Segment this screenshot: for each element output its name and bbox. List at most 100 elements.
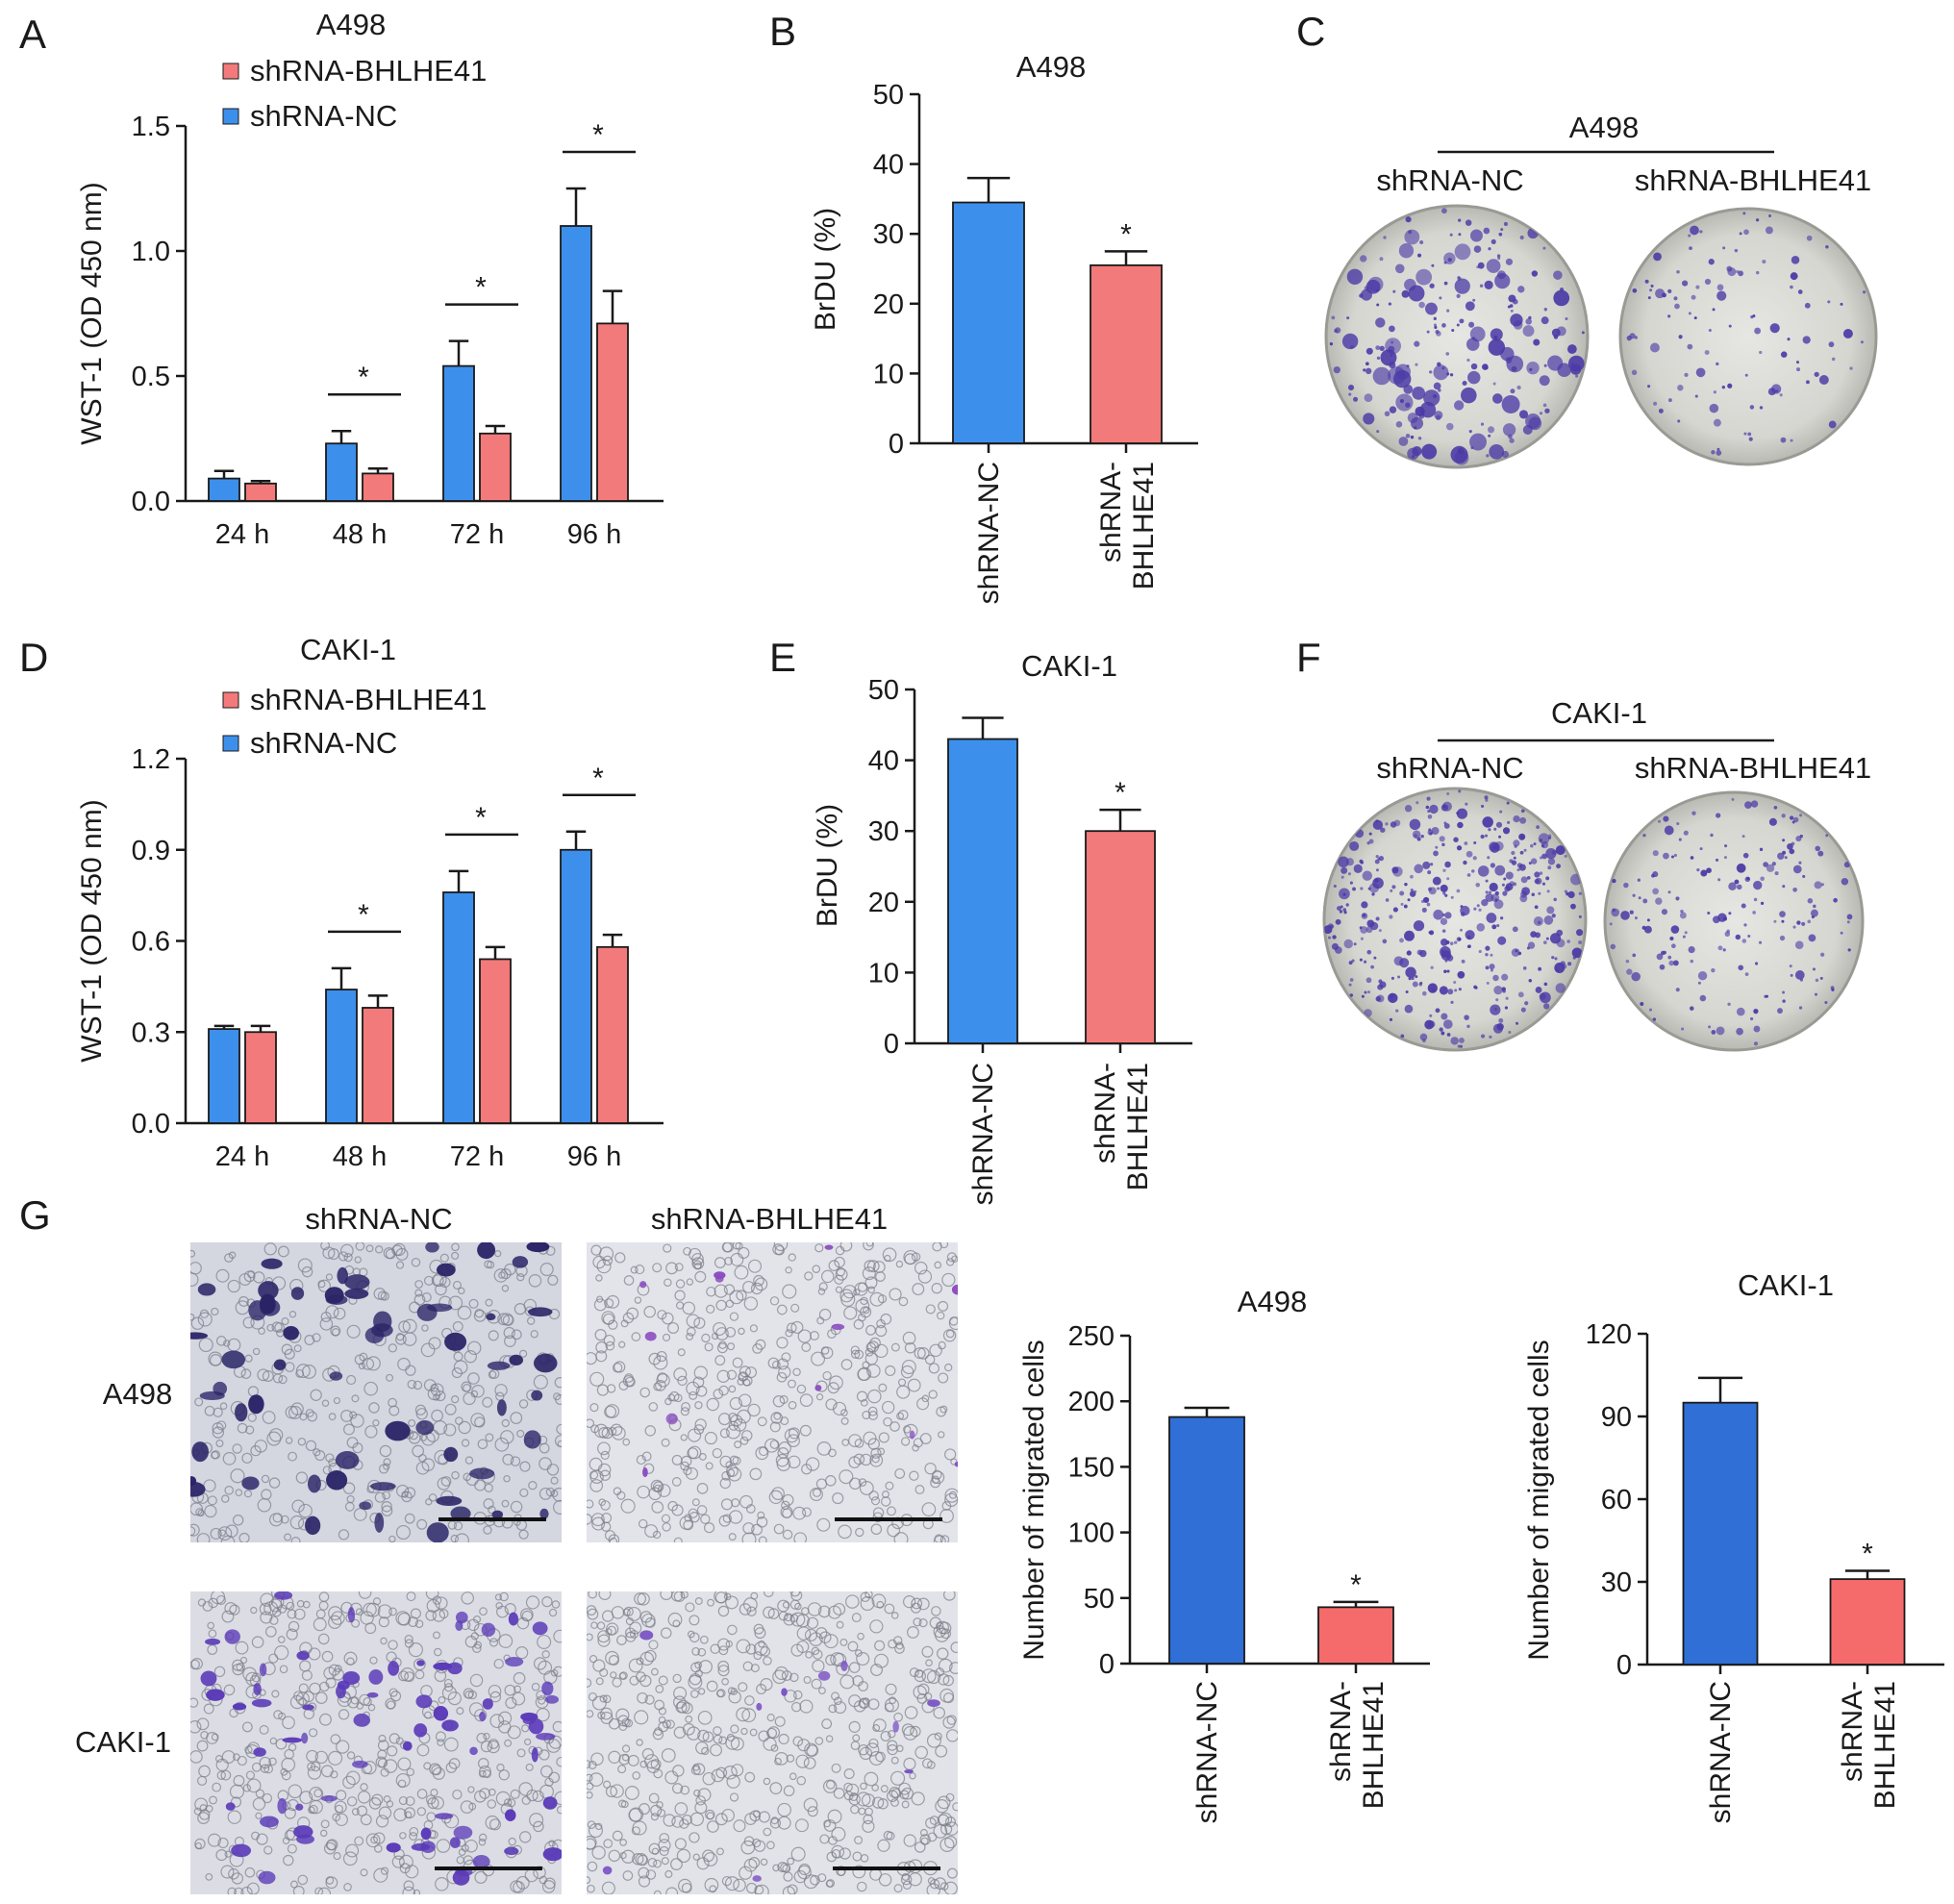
y-tick-label-e: 0 bbox=[884, 1029, 899, 1060]
colony-dots-c-bh bbox=[1626, 212, 1866, 456]
sig-star: * bbox=[592, 119, 604, 151]
x-tick-label-e: shRNA-NC bbox=[967, 1063, 999, 1205]
bar-bhlhe41 bbox=[1317, 1606, 1394, 1665]
sig-star: * bbox=[1115, 777, 1126, 809]
sig-star: * bbox=[1862, 1539, 1873, 1570]
bar-bhlhe41 bbox=[1829, 1578, 1906, 1666]
bar-bhlhe41 bbox=[596, 945, 629, 1124]
x-tick-label-d: 48 h bbox=[333, 1141, 387, 1172]
bar-nc bbox=[442, 891, 475, 1124]
y-axis-label-b: BrDU (%) bbox=[810, 208, 841, 331]
colony-dots-f-nc bbox=[1324, 789, 1584, 1048]
bar-nc bbox=[325, 989, 358, 1124]
y-axis-label-g2: Number of migrated cells bbox=[1523, 1340, 1555, 1660]
x-tick-label-e: shRNA-BHLHE41 bbox=[1090, 1063, 1154, 1190]
bar-bhlhe41 bbox=[1090, 263, 1163, 444]
bar-bhlhe41 bbox=[244, 1031, 277, 1124]
chart-title-e: CAKI-1 bbox=[1021, 649, 1117, 683]
migration-col-label-bh: shRNA-BHLHE41 bbox=[651, 1202, 888, 1236]
bar-nc bbox=[1168, 1415, 1245, 1665]
colony-plate-c-bh bbox=[1618, 207, 1878, 466]
sig-star: * bbox=[475, 272, 487, 304]
y-axis-label-g1: Number of migrated cells bbox=[1018, 1340, 1050, 1660]
colony-plate-f-bh bbox=[1603, 790, 1865, 1052]
bar-bhlhe41 bbox=[244, 482, 277, 502]
cells-caki1-bh bbox=[587, 1591, 958, 1894]
colony-c-label-bh: shRNA-BHLHE41 bbox=[1635, 163, 1871, 197]
colony-f-label-nc: shRNA-NC bbox=[1376, 751, 1523, 785]
bar-nc bbox=[208, 1028, 240, 1124]
chart-a-wst1-a498: 0.0 0.5 1.0 1.5 A498 WST-1 (OD 450 nm) 24 h 48 … bbox=[76, 8, 664, 550]
y-tick-label-g2: 60 bbox=[1601, 1485, 1632, 1516]
y-tick-label-a: 1.5 bbox=[132, 112, 170, 142]
chart-title-g2: CAKI-1 bbox=[1738, 1268, 1834, 1302]
migration-images: shRNA-NC shRNA-BHLHE41 A498 CAKI-1 bbox=[75, 1202, 958, 1894]
x-tick-label-d: 24 h bbox=[215, 1141, 269, 1172]
chart-d-wst1-caki1: 0.0 0.3 0.6 0.9 1.2 CAKI-1 WST-1 (OD 450 nm) 24… bbox=[76, 633, 664, 1172]
bar-bhlhe41 bbox=[479, 432, 512, 502]
y-tick-label-a: 0.0 bbox=[132, 487, 170, 517]
y-tick-label-g1: 100 bbox=[1068, 1518, 1115, 1549]
legend-swatch bbox=[222, 735, 239, 752]
chart-e-brdu-caki1: 0 10 20 30 40 50 CAKI-1 BrDU (%) shRNA-NC shRNA-B… bbox=[812, 649, 1192, 1205]
y-axis-label-e: BrDU (%) bbox=[812, 804, 843, 927]
sig-star: * bbox=[358, 899, 369, 931]
x-tick-label-b: shRNA-BHLHE41 bbox=[1095, 462, 1160, 589]
cells-a498-bh bbox=[587, 1242, 958, 1542]
sig-star: * bbox=[475, 802, 487, 834]
y-axis-label-a: WST-1 (OD 450 nm) bbox=[76, 182, 108, 444]
bar-nc bbox=[560, 225, 592, 502]
panel-label-d: D bbox=[19, 635, 48, 680]
y-tick-label-e: 10 bbox=[868, 958, 899, 989]
y-tick-label-d: 0.0 bbox=[132, 1109, 170, 1140]
y-tick-label-g1: 50 bbox=[1084, 1584, 1115, 1615]
x-tick-label-d: 96 h bbox=[567, 1141, 621, 1172]
y-tick-label-e: 40 bbox=[868, 746, 899, 777]
sig-star: * bbox=[592, 763, 604, 794]
panel-label-a: A bbox=[19, 12, 46, 57]
colony-panel-c: A498 shRNA-NC shRNA-BHLHE41 bbox=[1324, 111, 1878, 469]
y-tick-label-b: 30 bbox=[873, 219, 904, 250]
x-tick-label-g2: shRNA-NC bbox=[1705, 1681, 1737, 1823]
sig-star: * bbox=[1120, 218, 1132, 250]
legend-label: shRNA-BHLHE41 bbox=[250, 683, 487, 716]
colony-plate-c-nc bbox=[1324, 204, 1590, 469]
legend-label: shRNA-NC bbox=[250, 726, 397, 760]
chart-title-a: A498 bbox=[316, 8, 386, 41]
colony-c-label-nc: shRNA-NC bbox=[1376, 163, 1523, 197]
panel-label-g: G bbox=[19, 1192, 51, 1238]
chart-g-migration-a498: 0 50 100 150 200 250 A498 Number of migrated ce… bbox=[1018, 1285, 1430, 1823]
sig-star: * bbox=[1350, 1569, 1362, 1601]
bar-bhlhe41 bbox=[479, 958, 512, 1124]
y-tick-label-b: 10 bbox=[873, 359, 904, 389]
panel-label-c: C bbox=[1296, 9, 1325, 54]
bar-nc bbox=[325, 442, 358, 502]
chart-g-migration-caki1: 0 30 60 90 120 CAKI-1 Number of migrated cells… bbox=[1523, 1268, 1944, 1823]
y-tick-label-b: 20 bbox=[873, 289, 904, 320]
legend-swatch bbox=[222, 63, 239, 80]
y-tick-label-g2: 90 bbox=[1601, 1402, 1632, 1433]
bar-bhlhe41 bbox=[362, 1007, 394, 1124]
y-axis-label-d: WST-1 (OD 450 nm) bbox=[76, 799, 108, 1062]
y-tick-label-g1: 0 bbox=[1099, 1649, 1115, 1680]
y-tick-label-b: 50 bbox=[873, 80, 904, 111]
bar-bhlhe41 bbox=[1085, 830, 1156, 1044]
colony-panel-f: CAKI-1 shRNA-NC shRNA-BHLHE41 bbox=[1322, 696, 1871, 1052]
x-tick-label-g1: shRNA-NC bbox=[1191, 1681, 1223, 1823]
bar-nc bbox=[442, 364, 475, 502]
legend-swatch bbox=[222, 108, 239, 125]
y-tick-label-e: 20 bbox=[868, 888, 899, 918]
y-tick-label-g1: 250 bbox=[1068, 1321, 1115, 1352]
y-tick-label-g2: 120 bbox=[1586, 1319, 1632, 1350]
y-tick-label-g1: 150 bbox=[1068, 1452, 1115, 1483]
panel-label-f: F bbox=[1296, 635, 1321, 680]
x-tick-label-a: 48 h bbox=[333, 519, 387, 550]
bar-nc bbox=[1682, 1401, 1759, 1666]
colony-c-cell-line: A498 bbox=[1569, 111, 1639, 144]
y-tick-label-b: 40 bbox=[873, 150, 904, 181]
y-tick-label-a: 0.5 bbox=[132, 362, 170, 392]
cells-a498-nc bbox=[190, 1242, 562, 1542]
migration-row-label-a498: A498 bbox=[103, 1377, 172, 1411]
y-tick-label-d: 1.2 bbox=[132, 744, 170, 775]
y-tick-label-a: 1.0 bbox=[132, 237, 170, 267]
